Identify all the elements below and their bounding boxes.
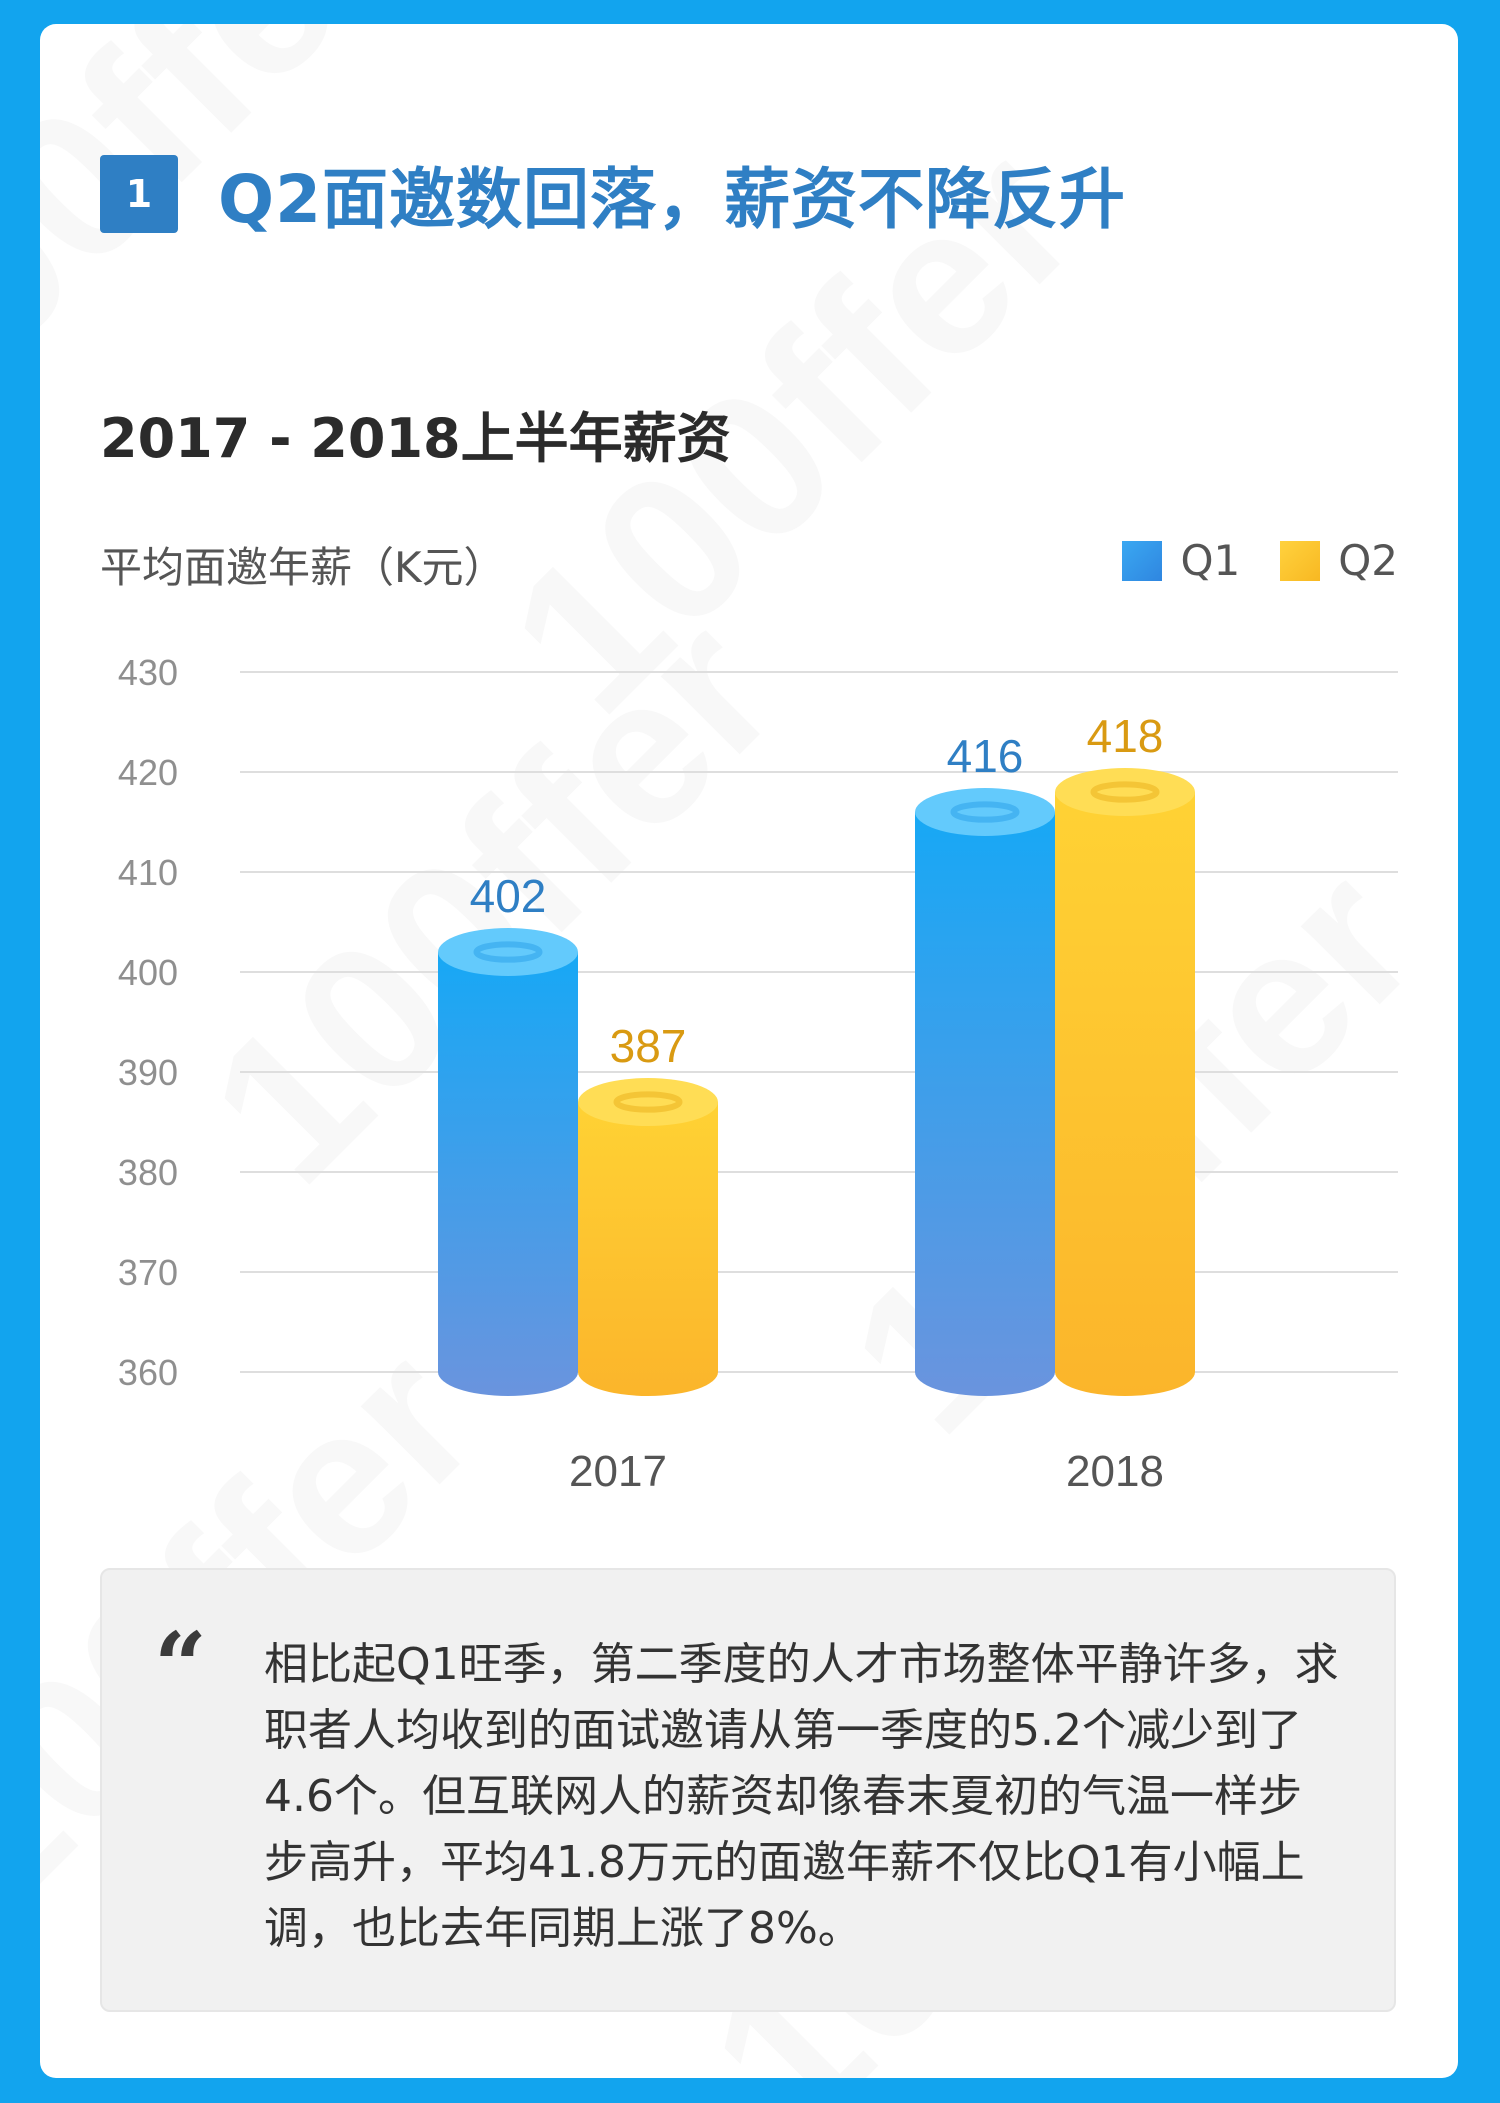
bar-top-ring <box>950 801 1020 823</box>
data-label-q1-2017: 402 <box>470 870 547 922</box>
bar-body <box>438 952 578 1396</box>
y-tick-label: 370 <box>118 1252 178 1293</box>
y-tick-label: 390 <box>118 1052 178 1093</box>
chart-title: 2017 - 2018上半年薪资 <box>100 407 731 470</box>
legend-label-q2: Q2 <box>1338 536 1398 585</box>
legend-label-q1: Q1 <box>1180 536 1241 585</box>
legend-swatch-q1 <box>1122 540 1163 581</box>
bar-top-ring <box>1090 781 1160 803</box>
bar-q1-2017 <box>438 928 578 1396</box>
section-number-badge: 1 <box>100 155 178 233</box>
card: 100ffer 100ffer 100ffer 100ffer 100ffer … <box>40 24 1458 2078</box>
section-header: 1 Q2面邀数回落，薪资不降反升 <box>100 154 1126 238</box>
bar-top-cap <box>915 788 1055 836</box>
section-title: Q2面邀数回落，薪资不降反升 <box>218 161 1127 238</box>
x-tick-label: 2018 <box>1066 1447 1164 1496</box>
bar-body <box>1055 792 1195 1396</box>
y-axis-label: 平均面邀年薪（K元） <box>100 543 506 592</box>
bar-top-ring <box>473 941 543 963</box>
bar-top-cap <box>578 1078 718 1126</box>
data-label-q2-2018: 418 <box>1087 710 1164 762</box>
y-tick-label: 410 <box>118 852 178 893</box>
y-tick-label: 400 <box>118 952 178 993</box>
bar-body <box>578 1102 718 1396</box>
y-tick-label: 380 <box>118 1152 178 1193</box>
bar-top-cap <box>438 928 578 976</box>
legend-swatch-q2 <box>1280 540 1321 581</box>
x-tick-label: 2017 <box>569 1447 667 1496</box>
y-tick-label: 360 <box>118 1352 178 1393</box>
bar-q1-2018 <box>915 788 1055 1396</box>
bar-top-ring <box>613 1091 683 1113</box>
data-label-q2-2017: 387 <box>610 1020 687 1072</box>
bar-q2-2017 <box>578 1078 718 1396</box>
legend-item-q1: Q1 <box>1122 536 1240 585</box>
chart-legend: Q1 Q2 <box>1082 536 1398 585</box>
bar-top-cap <box>1055 768 1195 816</box>
bar-chart: 360 370 380 390 400 410 420 430 402 387 2017 416 418… <box>118 652 1398 1496</box>
data-label-q1-2018: 416 <box>947 730 1024 782</box>
y-tick-label: 420 <box>118 752 178 793</box>
quote-mark-icon: “ <box>154 1612 207 1720</box>
quote-text: 相比起Q1旺季，第二季度的人才市场整体平静许多，求职者人均收到的面试邀请从第一季… <box>264 1639 1339 1954</box>
legend-item-q2: Q2 <box>1280 536 1398 585</box>
bar-q2-2018 <box>1055 768 1195 1396</box>
y-tick-label: 430 <box>118 652 178 693</box>
quote-box: “ 相比起Q1旺季，第二季度的人才市场整体平静许多，求职者人均收到的面试邀请从第… <box>100 1568 1396 2012</box>
bar-body <box>915 812 1055 1396</box>
